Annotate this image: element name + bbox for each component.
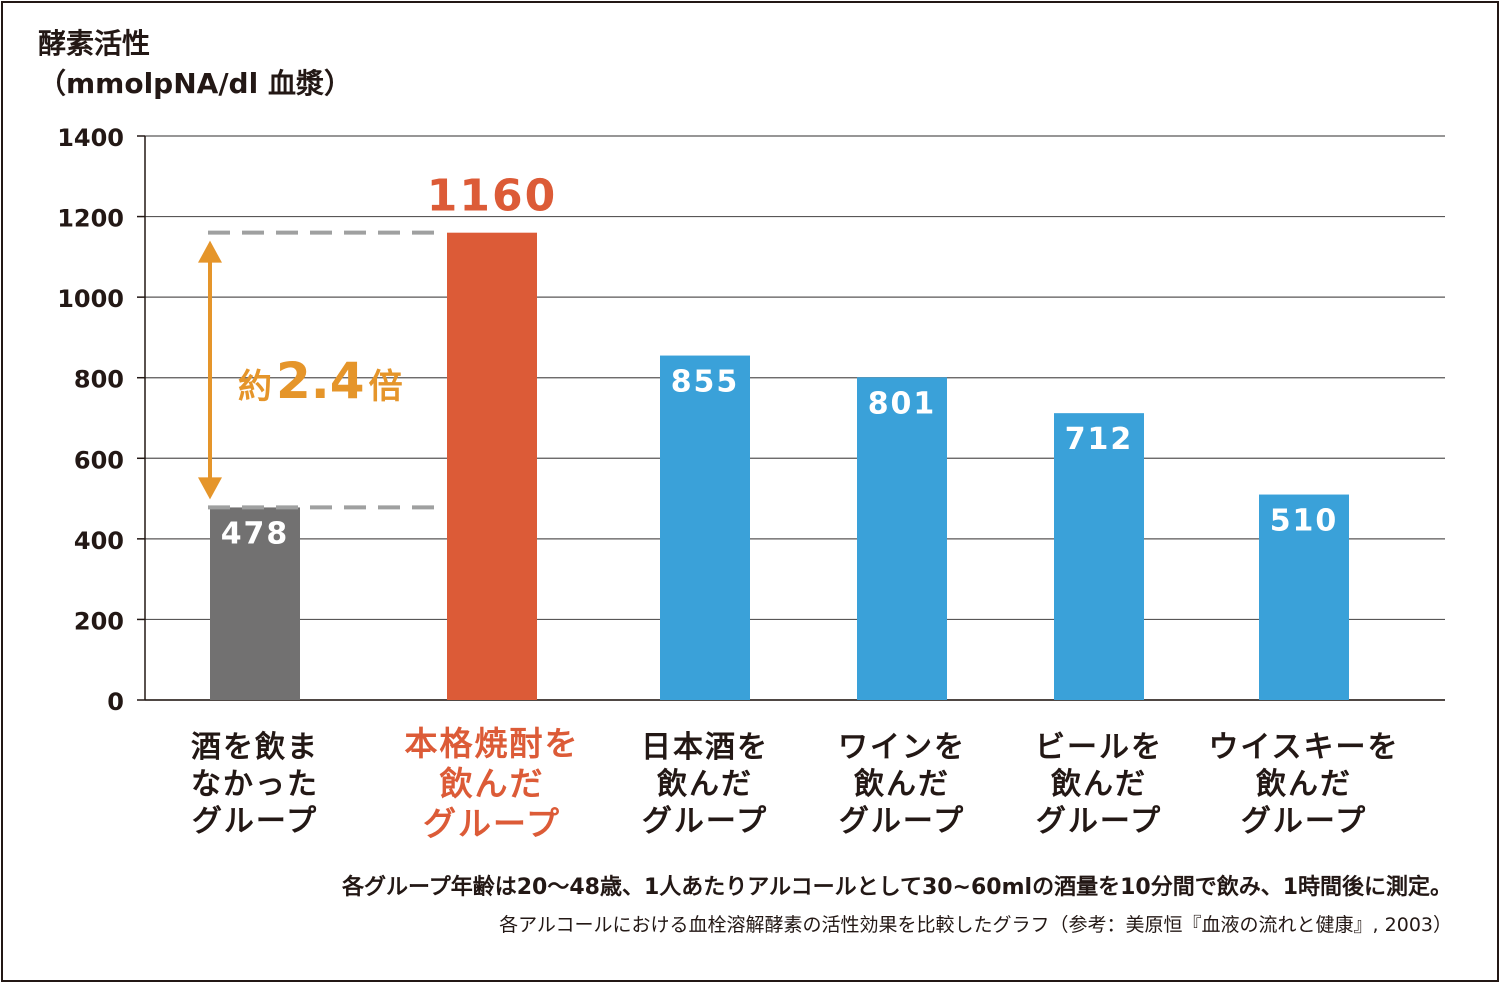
annotation-suffix: 倍 bbox=[369, 367, 403, 407]
y-tick-label: 600 bbox=[74, 446, 124, 474]
note-line2: 各アルコールにおける血栓溶解酵素の活性効果を比較したグラフ（参考：美原恒『血液の… bbox=[499, 914, 1452, 936]
category-label: ビールを bbox=[1035, 730, 1163, 765]
bar bbox=[210, 507, 300, 700]
category-label: 飲んだ bbox=[440, 764, 545, 803]
y-tick-label: 0 bbox=[107, 688, 124, 716]
data-label: 855 bbox=[671, 365, 740, 400]
bar bbox=[660, 355, 750, 700]
note-line1: 各グループ年齢は20〜48歳、1人あたりアルコールとして30~60mlの酒量を1… bbox=[342, 875, 1452, 900]
y-tick-label: 400 bbox=[74, 527, 124, 555]
category-label: グループ bbox=[423, 804, 561, 843]
y-tick-label: 1200 bbox=[57, 205, 124, 233]
annotation-ratio-text: 約2.4 倍 bbox=[238, 352, 403, 410]
category-label: ワインを bbox=[838, 730, 966, 765]
annotation-value: 2.4 bbox=[276, 352, 365, 410]
y-axis-label: 酵素活性 （mmolpNA/dl 血漿） bbox=[38, 24, 352, 104]
category-label: グループ bbox=[642, 804, 768, 839]
y-axis-label-line2: （mmolpNA/dl 血漿） bbox=[38, 67, 352, 100]
bar bbox=[857, 377, 947, 700]
category-label: 飲んだ bbox=[657, 767, 753, 802]
category-label: 飲んだ bbox=[1051, 767, 1147, 802]
data-label: 712 bbox=[1065, 422, 1134, 457]
y-tick-label: 200 bbox=[74, 607, 124, 635]
data-label: 801 bbox=[868, 386, 937, 421]
category-label: グループ bbox=[839, 804, 965, 839]
category-label: なかった bbox=[191, 767, 319, 802]
data-label: 1160 bbox=[427, 171, 557, 222]
category-label: 飲んだ bbox=[854, 767, 950, 802]
data-label: 510 bbox=[1270, 504, 1339, 539]
annotation-arrow-head-up bbox=[198, 240, 222, 263]
chart-notes: 各グループ年齢は20〜48歳、1人あたりアルコールとして30~60mlの酒量を1… bbox=[342, 868, 1452, 942]
bar bbox=[1054, 413, 1144, 700]
category-label: 酒を飲ま bbox=[191, 730, 319, 765]
category-label: 本格焼酎を bbox=[405, 724, 580, 763]
y-tick-label: 800 bbox=[74, 366, 124, 394]
category-label: ウイスキーを bbox=[1208, 730, 1399, 765]
data-label: 478 bbox=[221, 516, 290, 551]
bar bbox=[1259, 494, 1349, 700]
category-label: 日本酒を bbox=[641, 730, 769, 765]
bar bbox=[447, 232, 537, 700]
category-label: グループ bbox=[192, 804, 318, 839]
category-label: グループ bbox=[1241, 804, 1367, 839]
y-axis-label-line1: 酵素活性 bbox=[38, 27, 151, 60]
category-label: グループ bbox=[1036, 804, 1162, 839]
y-tick-label: 1000 bbox=[57, 285, 124, 313]
annotation-prefix: 約 bbox=[238, 367, 272, 407]
category-label: 飲んだ bbox=[1256, 767, 1352, 802]
annotation-arrow-head-down bbox=[198, 477, 222, 500]
y-tick-label: 1400 bbox=[57, 124, 124, 152]
